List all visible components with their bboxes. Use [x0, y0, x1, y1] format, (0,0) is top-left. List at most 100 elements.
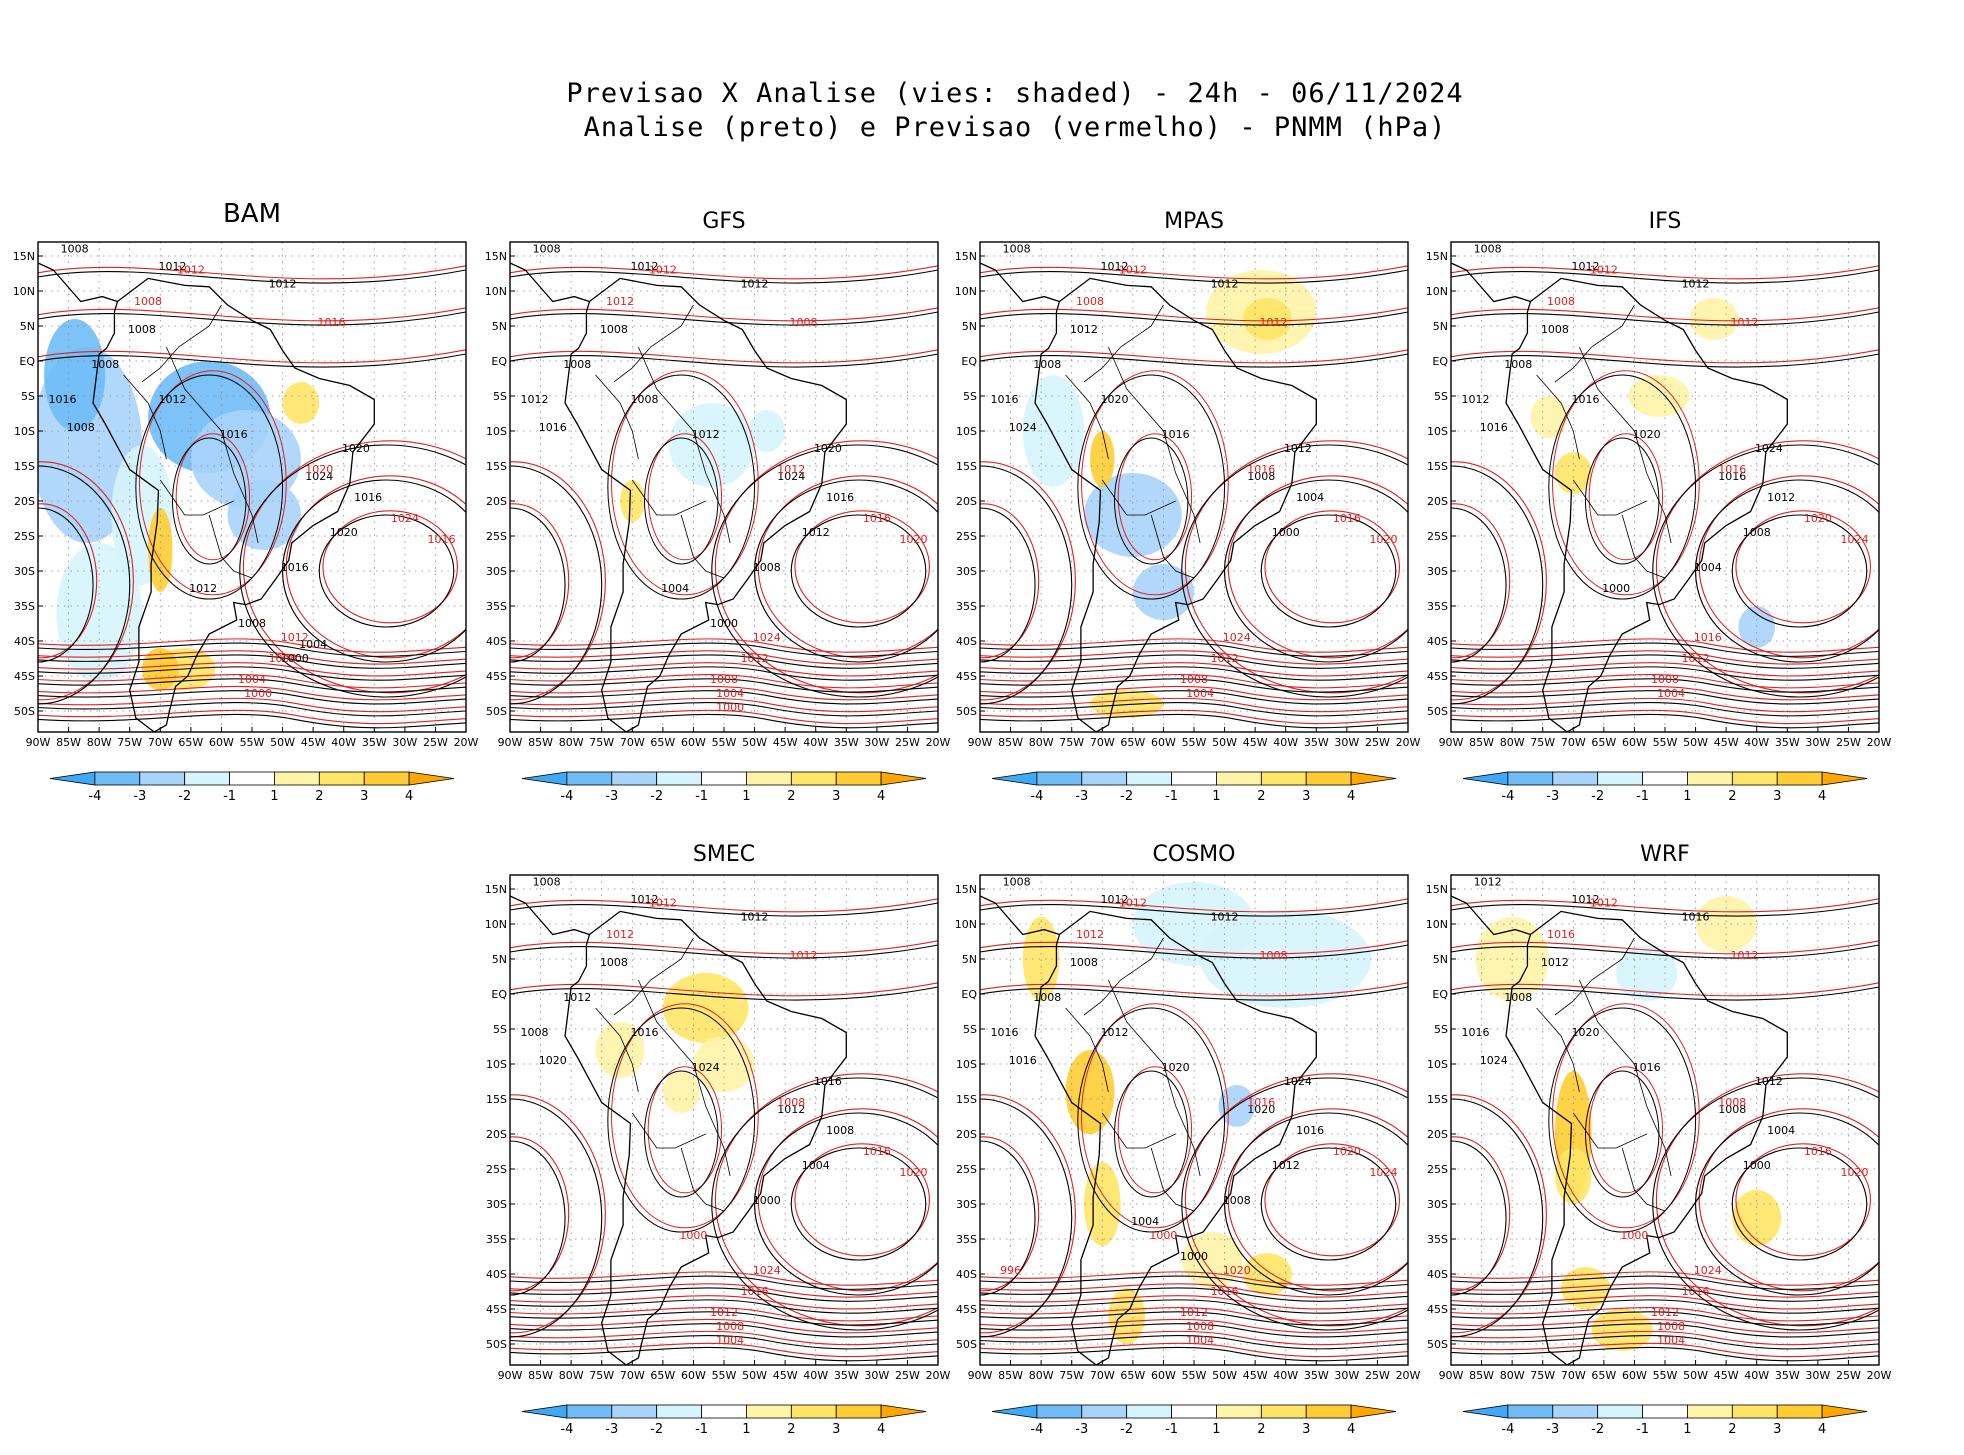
forecast-isobar — [1588, 1066, 1664, 1194]
analysis-isobar-label: 1004 — [661, 582, 689, 595]
colorbar-segment — [1776, 771, 1823, 786]
country-border — [1065, 1007, 1109, 1093]
forecast-isobar — [1080, 1003, 1229, 1229]
panel-title: IFS — [1649, 209, 1682, 234]
colorbar: -4 -3 -2 -1 1 2 3 4 — [521, 771, 927, 804]
lon-tick-label: 30W — [1805, 1369, 1830, 1382]
analysis-isobar-label: 1016 — [814, 1075, 842, 1088]
analysis-isobar-label: 1016 — [1162, 428, 1190, 441]
analysis-isobar — [711, 444, 938, 698]
analysis-isobar-label: 1008 — [67, 421, 95, 434]
colorbar-label: -2 — [1120, 1422, 1133, 1437]
analysis-isobar — [38, 654, 466, 669]
forecast-isobar-label: 1012 — [1211, 652, 1239, 665]
analysis-isobar-label: 1012 — [1272, 1159, 1300, 1172]
lat-tick-label: 35S — [486, 600, 507, 613]
analysis-isobar-label: 1008 — [826, 1124, 854, 1137]
forecast-isobar-label: 1008 — [777, 1096, 805, 1109]
lat-tick-label: 20S — [1427, 495, 1448, 508]
forecast-isobar — [1451, 1136, 1511, 1292]
colorbar-segment — [790, 1404, 837, 1419]
south-america-outline — [92, 277, 375, 732]
country-border — [613, 304, 694, 383]
analysis-isobar — [1585, 437, 1660, 565]
bias-region — [1628, 375, 1690, 417]
analysis-isobar — [1224, 1112, 1408, 1296]
analysis-isobar-label: 1008 — [61, 243, 89, 256]
analysis-isobar-label: 1000 — [1272, 526, 1300, 539]
colorbar-segment — [1462, 771, 1509, 786]
lon-tick-label: 50W — [1212, 1369, 1237, 1382]
analysis-isobar — [790, 1147, 927, 1261]
analysis-isobar-label: 1012 — [1101, 893, 1129, 906]
colorbar-label: 1 — [742, 1422, 750, 1437]
forecast-isobar-label: 1004 — [716, 687, 744, 700]
lat-tick-label: 10N — [485, 285, 507, 298]
analysis-isobar-label: 1016 — [990, 1026, 1018, 1039]
colorbar-label: 2 — [315, 789, 323, 804]
bias-region — [620, 480, 645, 522]
lat-tick-label: 45S — [14, 670, 35, 683]
colorbar-label: -2 — [1591, 1422, 1604, 1437]
forecast-isobar — [1698, 1108, 1879, 1292]
lon-tick-label: 30W — [1334, 1369, 1359, 1382]
forecast-isobar — [1655, 440, 1879, 694]
forecast-isobar — [510, 1342, 938, 1358]
colorbar: -4 -3 -2 -1 1 2 3 4 — [1462, 1404, 1868, 1437]
analysis-isobar — [510, 311, 938, 326]
analysis-isobar-label: 1020 — [1572, 1026, 1600, 1039]
forecast-isobar-label: 1012 — [1651, 1306, 1679, 1319]
analysis-isobar-label: 1012 — [269, 278, 297, 291]
analysis-isobar — [510, 690, 938, 705]
figure-title-line1: Previsao X Analise (vies: shaded) - 24h … — [566, 78, 1464, 109]
lon-tick-label: 40W — [1273, 736, 1298, 749]
analysis-isobar-label: 1012 — [692, 428, 720, 441]
analysis-isobar — [510, 1335, 938, 1350]
colorbar-segment — [1216, 1404, 1262, 1419]
lon-tick-label: 45W — [1714, 736, 1739, 749]
south-america-outline — [1034, 910, 1317, 1365]
lon-tick-label: 65W — [1591, 1369, 1616, 1382]
country-border — [166, 346, 259, 544]
forecast-isobar — [714, 1073, 938, 1327]
colorbar-label: -1 — [223, 789, 236, 804]
lon-tick-label: 20W — [1396, 1369, 1421, 1382]
analysis-isobar-label: 1008 — [520, 1026, 548, 1039]
colorbar-label: -4 — [560, 1422, 573, 1437]
forecast-isobar-label: 1024 — [1841, 533, 1869, 546]
forecast-isobar — [1117, 433, 1193, 561]
analysis-isobar — [754, 1112, 938, 1296]
colorbar-label: -4 — [1030, 1422, 1043, 1437]
lon-tick-label: 55W — [240, 736, 265, 749]
central-america-outline — [980, 895, 1060, 936]
colorbar-segment — [1216, 771, 1262, 786]
analysis-isobar — [1548, 1007, 1697, 1233]
colorbar-label: -2 — [650, 1422, 663, 1437]
lat-tick-label: 50S — [1427, 705, 1448, 718]
country-border — [1579, 346, 1672, 544]
lon-tick-label: 80W — [1029, 736, 1054, 749]
colorbar-label: 4 — [405, 789, 413, 804]
forecast-isobar-label: 1016 — [741, 1285, 769, 1298]
colorbar-segment — [1081, 771, 1128, 786]
forecast-isobar-label: 1008 — [710, 673, 738, 686]
country-border — [1108, 346, 1201, 544]
forecast-isobar — [1551, 370, 1700, 596]
forecast-isobar-label: 1012 — [1259, 316, 1287, 329]
country-border — [123, 374, 167, 460]
analysis-isobar-label: 1008 — [1033, 991, 1061, 1004]
lon-tick-label: 80W — [1500, 1369, 1525, 1382]
forecast-isobar-label: 1016 — [1804, 1145, 1832, 1158]
analysis-isobar — [1451, 690, 1879, 705]
forecast-isobar — [1451, 650, 1879, 665]
colorbar-label: 2 — [1257, 789, 1265, 804]
forecast-isobar — [510, 1094, 606, 1334]
bias-region — [1022, 375, 1084, 487]
lat-tick-label: 5N — [492, 953, 507, 966]
colorbar-segment — [1821, 771, 1868, 786]
lon-tick-label: 30W — [864, 1369, 889, 1382]
lat-tick-label: 10S — [486, 1058, 507, 1071]
lon-tick-label: 90W — [1439, 736, 1464, 749]
colorbar-segment — [1642, 1404, 1688, 1419]
lat-tick-label: 15S — [956, 1093, 977, 1106]
